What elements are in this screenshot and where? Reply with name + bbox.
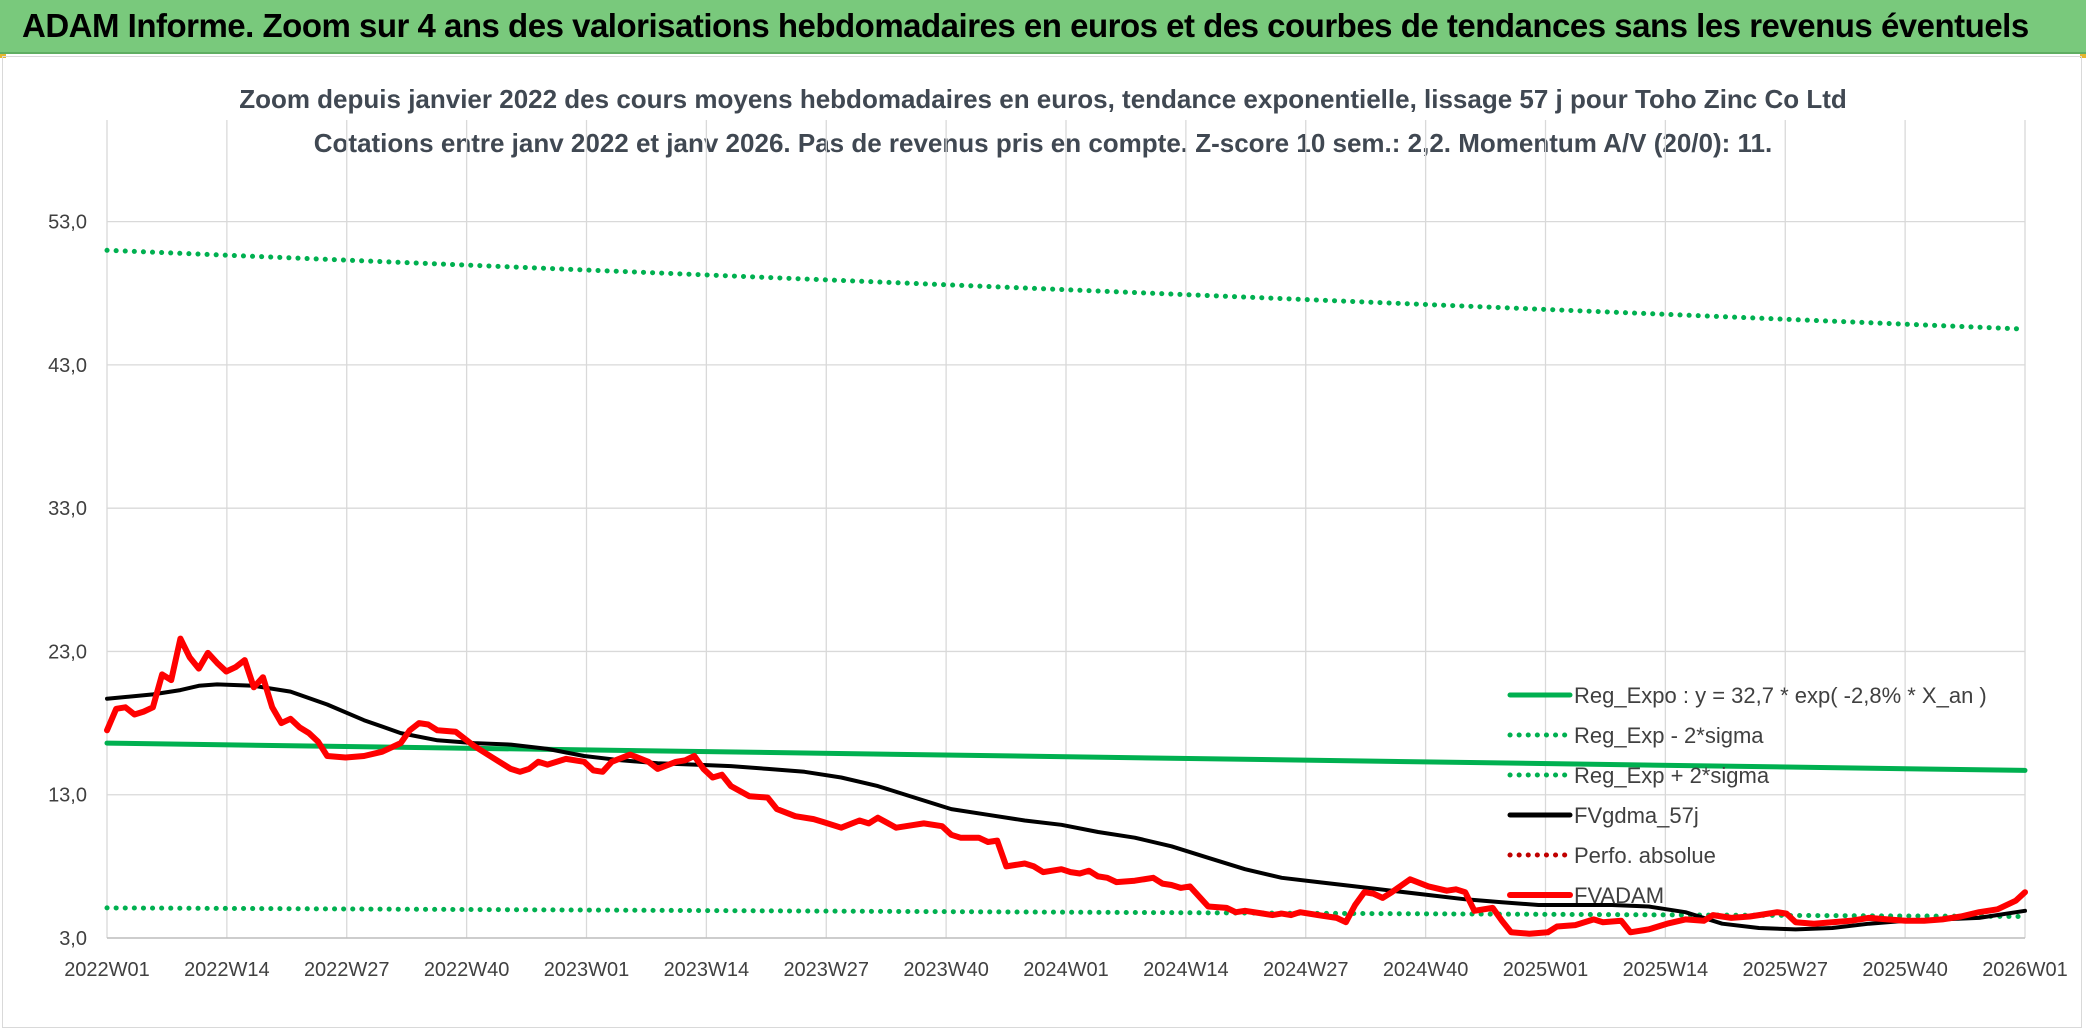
x-tick-label: 2024W40 xyxy=(1383,959,1469,981)
chart-grid xyxy=(106,120,2026,939)
x-tick-label: 2023W01 xyxy=(544,959,630,981)
banner-corner-right xyxy=(2080,54,2086,58)
legend-label: FVADAM xyxy=(1574,883,1664,908)
chart-frame xyxy=(2,56,2082,1028)
chart-title-line-2: Cotations entre janv 2022 et janv 2026. … xyxy=(314,128,1773,158)
y-tick-label: 3,0 xyxy=(59,928,87,950)
x-tick-label: 2025W27 xyxy=(1742,959,1828,981)
series-line xyxy=(104,905,2028,919)
legend-label: Reg_Exp - 2*sigma xyxy=(1574,723,1764,748)
x-tick-label: 2022W14 xyxy=(184,959,270,981)
y-tick-label: 53,0 xyxy=(48,212,87,234)
report-banner: ADAM Informe. Zoom sur 4 ans des valoris… xyxy=(0,0,2086,54)
chart-legend: Reg_Expo : y = 32,7 * exp( -2,8% * X_an … xyxy=(1507,683,1987,908)
x-tick-label: 2022W01 xyxy=(64,959,150,981)
series-line xyxy=(104,740,2028,773)
x-tick-label: 2025W40 xyxy=(1862,959,1948,981)
x-tick-label: 2023W14 xyxy=(664,959,750,981)
legend-label: Perfo. absolue xyxy=(1574,843,1716,868)
x-tick-label: 2023W27 xyxy=(783,959,869,981)
series-line xyxy=(104,635,2028,937)
chart-title-line-1: Zoom depuis janvier 2022 des cours moyen… xyxy=(239,84,1847,114)
series-line xyxy=(105,682,2027,932)
x-tick-label: 2022W27 xyxy=(304,959,390,981)
legend-label: FVgdma_57j xyxy=(1574,803,1699,828)
x-tick-label: 2025W01 xyxy=(1503,959,1589,981)
y-tick-label: 23,0 xyxy=(48,641,87,663)
y-tick-label: 33,0 xyxy=(48,498,87,520)
legend-label: Reg_Exp + 2*sigma xyxy=(1574,763,1770,788)
y-axis-ticks: 3,0 13,0 23,0 33,0 43,0 53,0 xyxy=(48,212,87,950)
x-tick-label: 2026W01 xyxy=(1982,959,2068,981)
x-tick-label: 2024W14 xyxy=(1143,959,1229,981)
x-tick-label: 2024W01 xyxy=(1023,959,1109,981)
y-tick-label: 13,0 xyxy=(48,785,87,807)
legend-label: Reg_Expo : y = 32,7 * exp( -2,8% * X_an … xyxy=(1574,683,1987,708)
y-tick-label: 43,0 xyxy=(48,355,87,377)
banner-title: ADAM Informe. Zoom sur 4 ans des valoris… xyxy=(22,7,2029,44)
chart-series xyxy=(104,247,2028,937)
x-tick-label: 2024W27 xyxy=(1263,959,1349,981)
x-tick-label: 2023W40 xyxy=(903,959,989,981)
x-axis-ticks: 2022W01 2022W14 2022W27 2022W40 2023W01 2023W… xyxy=(64,959,2068,981)
series-line xyxy=(104,247,2028,332)
x-tick-label: 2025W14 xyxy=(1623,959,1709,981)
x-tick-label: 2022W40 xyxy=(424,959,510,981)
